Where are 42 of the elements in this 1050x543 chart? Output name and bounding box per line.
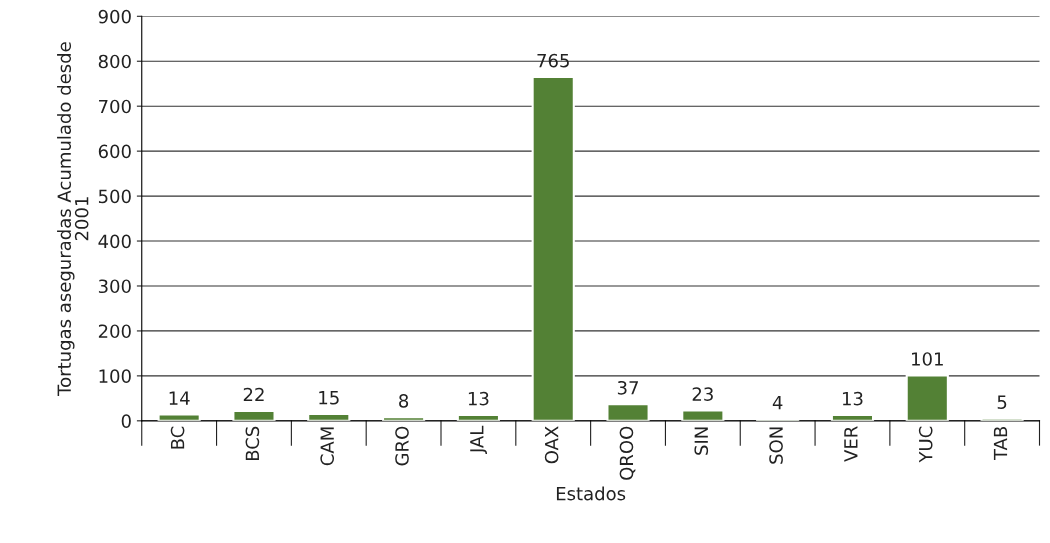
data-label: 15	[319, 391, 339, 405]
x-tick-label: CAM	[320, 427, 335, 466]
bar	[905, 374, 949, 421]
data-label: 8	[399, 394, 409, 408]
bar	[531, 75, 575, 421]
data-label: 13	[842, 391, 863, 406]
x-tick-label: QROO	[619, 426, 636, 480]
data-label: 5	[997, 395, 1007, 410]
x-tick-label: BCS	[245, 426, 260, 461]
data-label: 13	[468, 391, 489, 406]
bar	[157, 413, 201, 421]
x-tick-label: TAB	[993, 426, 1008, 461]
x-tick-label: VER	[844, 426, 858, 462]
y-axis-title: Tortugas aseguradas Acumulado desde 2001	[57, 42, 89, 396]
y-tick-label: 500	[98, 189, 131, 204]
y-tick-label: 700	[99, 99, 131, 114]
x-tick-label: SIN	[694, 427, 709, 455]
x-tick-label: BC	[170, 426, 185, 449]
x-tick-label: SON	[769, 427, 783, 464]
x-axis-title: Estados	[556, 486, 626, 501]
y-tick-label: 600	[98, 144, 131, 159]
data-label: 23	[692, 387, 713, 401]
y-tick-label: 800	[98, 54, 131, 69]
data-label: 4	[772, 396, 783, 410]
data-label: 14	[169, 391, 190, 405]
x-tick-label: YUC	[918, 426, 933, 463]
y-tick-label: 200	[98, 324, 131, 339]
y-tick-label: 400	[98, 234, 131, 249]
y-tick-label: 300	[98, 279, 131, 294]
bar	[307, 413, 351, 421]
x-tick-label: GRO	[395, 426, 409, 466]
bar	[606, 403, 650, 421]
data-label: 22	[243, 387, 264, 402]
y-tick-label: 100	[99, 369, 131, 383]
y-tick-label: 0	[121, 414, 131, 428]
data-label: 37	[617, 380, 638, 395]
x-tick-label: JAL	[470, 425, 487, 455]
data-label: 101	[912, 352, 943, 366]
bar	[232, 409, 276, 421]
x-tick-label: OAX	[544, 426, 559, 464]
y-tick-label: 900	[98, 9, 131, 24]
bar	[681, 409, 725, 421]
